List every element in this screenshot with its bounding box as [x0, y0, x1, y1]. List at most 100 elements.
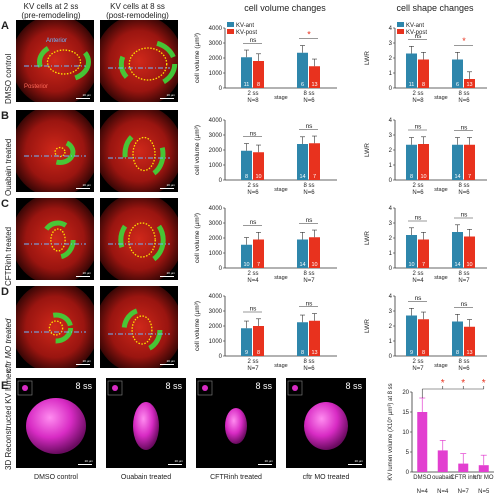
bar-n-label: 13 [466, 350, 472, 356]
lumen-reconstruction-2: 8 ss 20 µm [106, 378, 186, 468]
y-tick-label: 1 [389, 251, 393, 257]
y-tick-label: 0 [219, 266, 223, 272]
bar-post-8ss [309, 66, 320, 88]
row-label-a: DMSO control [4, 53, 13, 104]
n-embryos-label: N=6 [458, 366, 470, 372]
lumen-volume [133, 402, 159, 450]
y-tick-label: 4 [389, 206, 393, 212]
bar-ant-8ss [297, 322, 308, 356]
bar-n-label: 6 [301, 82, 304, 88]
x-category-label: DMSO [413, 475, 431, 481]
bar-ant-8ss [297, 239, 308, 268]
bar-post-8ss [309, 237, 320, 268]
bar-n-label: 7 [257, 262, 260, 268]
significance-label: * [482, 378, 486, 389]
n-embryos-label: N=7 [458, 278, 470, 284]
significance-label: ns [306, 123, 314, 130]
gfp-cells [121, 307, 163, 353]
row-label-e: 3D Reconstructed KV lumen [4, 369, 13, 470]
x-category-label: 2 ss [247, 359, 258, 365]
bar-post-2ss [253, 326, 264, 356]
y-axis-label: LWR [364, 231, 371, 245]
x-category-label: 8 ss [458, 359, 469, 365]
gfp-cells [40, 220, 76, 260]
bar-ant-8ss [452, 232, 463, 268]
x-category-label: 8 ss [303, 91, 314, 97]
bar-n-label: 14 [299, 262, 305, 268]
legend-swatch-post [227, 29, 234, 34]
bar-n-label: 11 [244, 82, 250, 88]
scale-bar-label: 20 µm [84, 459, 93, 463]
y-tick-label: 2 [389, 148, 393, 154]
bar-n-label: 11 [409, 82, 415, 88]
stage-label: stage [434, 363, 447, 369]
panel-label-b: B [1, 110, 9, 122]
gfp-cells [44, 139, 76, 165]
lumen-volume-chart: 0 5 10 15 20 KV lumen volume (X10⁵ µm³) at 8 … [387, 378, 494, 495]
stage-label: stage [434, 187, 447, 193]
lumen-caption-2: Ouabain treated [120, 474, 172, 481]
lumen-reconstruction-3: 8 ss 20 µm [196, 378, 276, 468]
volume-chart-d: 0 1000 2000 3000 4000 cell volume (µm³) 9 8 2 ss… [194, 294, 337, 372]
bar-n-label: 9 [245, 350, 248, 356]
micrograph-image [100, 198, 178, 280]
bar-ant-2ss [241, 328, 252, 356]
kv-lumen-outline [54, 146, 66, 158]
kv-micrograph-c-2ss: 20 µm [16, 198, 94, 280]
kv-lumen-outline [50, 228, 66, 252]
y-tick-label: 0 [219, 178, 223, 184]
y-axis-label: cell volume (µm³) [194, 301, 201, 351]
volume-chart-b: 0 1000 2000 3000 4000 cell volume (µm³) 8 10 2 s… [194, 118, 337, 196]
n-embryos-label: N=7 [303, 278, 315, 284]
bar-n-label: 8 [422, 82, 425, 88]
bar-post-8ss [464, 144, 475, 180]
stage-label: stage [434, 95, 447, 101]
x-category-label: 8 ss [458, 91, 469, 97]
x-category-label: 8 ss [458, 271, 469, 277]
n-embryos-label: N=7 [412, 366, 424, 372]
legend-label-ant: KV-ant [236, 23, 254, 29]
bar-n-label: 9 [410, 350, 413, 356]
kv-micrograph-c-8ss: 20 µm [100, 198, 178, 280]
y-axis-label: LWR [364, 319, 371, 333]
bar-ant-2ss [241, 244, 252, 268]
n-embryos-label: N=6 [458, 190, 470, 196]
lumen-render: 8 ss [197, 380, 272, 444]
n-embryos-label: N=8 [412, 98, 424, 104]
x-category-label: 8 ss [303, 271, 314, 277]
kv-micrograph-d-8ss: 20 µm [100, 286, 178, 368]
legend-label-ant: KV-ant [406, 23, 424, 29]
y-tick-label: 0 [389, 266, 393, 272]
row-label-c: CFTRinh treated [4, 226, 13, 286]
significance-label: * [461, 378, 465, 389]
gfp-cells [37, 41, 91, 83]
y-tick-label: 1 [389, 71, 393, 77]
header-volume: cell volume changes [244, 3, 326, 13]
scale-bar-label: 20 µm [82, 359, 91, 363]
bar-n-label: 10 [466, 262, 472, 268]
significance-label: ns [461, 124, 469, 131]
n-embryos-label: N=4 [412, 278, 424, 284]
gfp-cells [118, 39, 178, 89]
gfp-cells [118, 214, 166, 266]
bar-post-2ss [253, 152, 264, 180]
bar-ant-2ss [406, 235, 417, 268]
bar-ant-2ss [406, 144, 417, 180]
bar-n-label: 13 [311, 82, 317, 88]
bar-ant-2ss [241, 150, 252, 180]
y-tick-label: 1000 [209, 163, 223, 169]
stage-label: 8 ss [165, 381, 182, 391]
panel-label-a: A [1, 20, 9, 32]
n-embryos-label: N=4 [417, 489, 429, 495]
kv-lumen-outline [46, 49, 82, 75]
lumen-bar-1 [417, 412, 428, 472]
scale-bar-label: 20 µm [264, 459, 273, 463]
y-tick-label: 2000 [209, 236, 223, 242]
lumen-render: 8 ss [287, 380, 362, 450]
panel-label-d: D [1, 286, 9, 298]
micrograph-image [16, 198, 94, 280]
y-tick-label: 2000 [209, 324, 223, 330]
y-axis-label: cell volume (µm³) [194, 125, 201, 175]
bar-n-label: 7 [422, 262, 425, 268]
lumen-bar-4 [478, 465, 489, 472]
